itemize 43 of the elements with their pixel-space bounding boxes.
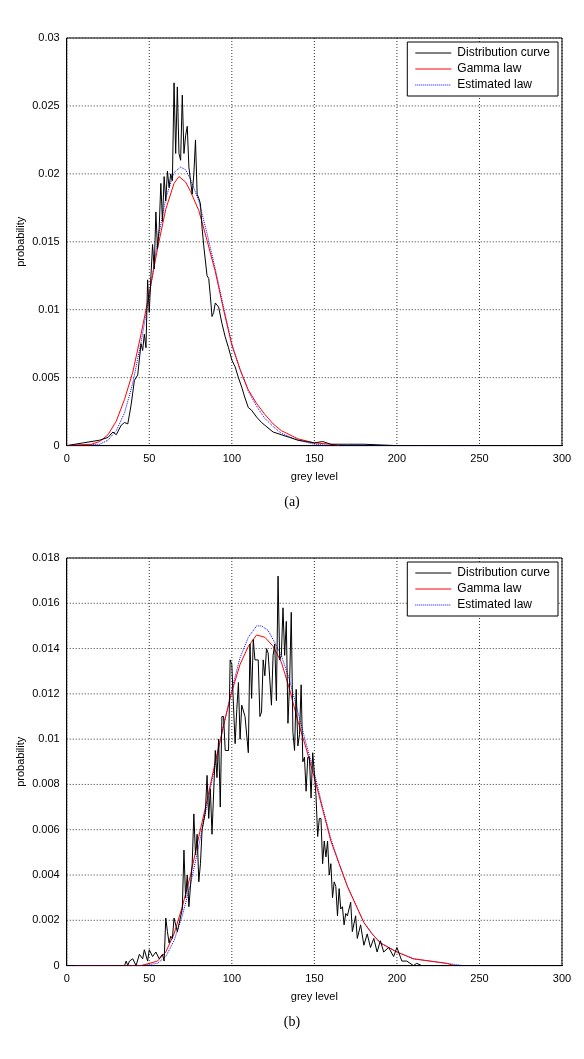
y-tick-label: 0.02 bbox=[38, 166, 60, 179]
y-tick-label: 0.012 bbox=[32, 686, 60, 699]
y-tick-label: 0 bbox=[53, 958, 60, 971]
x-tick-label: 0 bbox=[63, 972, 70, 985]
x-tick-label: 50 bbox=[143, 972, 156, 985]
text: (b) bbox=[282, 1014, 302, 1030]
y-tick-label: 0.015 bbox=[32, 234, 60, 247]
x-tick-label: 300 bbox=[552, 452, 572, 465]
x-tick-label: 0 bbox=[63, 452, 70, 465]
y-tick-label: 0.025 bbox=[32, 98, 60, 111]
y-tick-label: 0.01 bbox=[38, 302, 60, 315]
text: (a) bbox=[283, 494, 301, 510]
x-tick-label: 100 bbox=[222, 452, 241, 465]
y-tick-label: 0.014 bbox=[32, 641, 60, 654]
x-tick-label: 200 bbox=[387, 972, 407, 985]
y-tick-label: 0.018 bbox=[32, 551, 60, 564]
y-tick-label: 0.004 bbox=[32, 868, 60, 881]
x-axis-title: grey level bbox=[290, 470, 338, 483]
x-axis-title: grey level bbox=[290, 990, 338, 1003]
y-tick-label: 0.01 bbox=[38, 732, 60, 745]
y-tick-label: 0.03 bbox=[38, 31, 60, 44]
x-tick-label: 150 bbox=[305, 452, 324, 465]
x-tick-label: 250 bbox=[470, 972, 489, 985]
y-tick-label: 0.002 bbox=[32, 913, 60, 926]
y-tick-label: 0.005 bbox=[32, 370, 60, 383]
x-tick-label: 250 bbox=[470, 452, 489, 465]
y-tick-label: 0.008 bbox=[32, 777, 60, 790]
y-tick-label: 0.016 bbox=[32, 596, 60, 609]
x-tick-label: 150 bbox=[305, 972, 324, 985]
x-tick-label: 50 bbox=[143, 452, 156, 465]
legend-label: Distribution curve bbox=[457, 45, 551, 60]
legend-label: Distribution curve bbox=[457, 565, 551, 580]
y-axis-title: probability bbox=[13, 736, 26, 787]
x-tick-label: 200 bbox=[387, 452, 407, 465]
legend-label: Estimated law bbox=[457, 597, 533, 612]
legend-label: Estimated law bbox=[457, 77, 533, 92]
y-axis-title: probability bbox=[13, 216, 26, 267]
legend-label: Gamma law bbox=[457, 581, 522, 596]
y-tick-label: 0 bbox=[53, 438, 60, 451]
legend-label: Gamma law bbox=[457, 61, 522, 76]
y-tick-label: 0.006 bbox=[32, 822, 60, 835]
x-tick-label: 100 bbox=[222, 972, 241, 985]
x-tick-label: 300 bbox=[552, 972, 572, 985]
